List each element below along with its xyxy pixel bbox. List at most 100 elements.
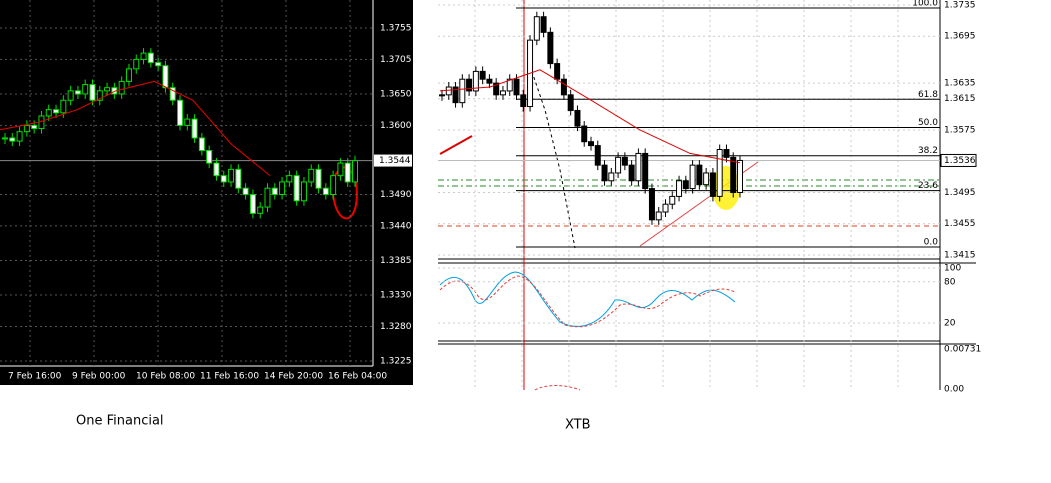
candle-body (581, 125, 588, 143)
price-tick-label: 1.3385 (380, 256, 412, 266)
price-tick-label: 1.3600 (380, 121, 412, 131)
candle-body (472, 70, 479, 92)
candle-body (669, 195, 676, 205)
candle-body (31, 124, 38, 130)
candle-body (655, 211, 662, 221)
candle-body (198, 137, 205, 152)
time-label: 7 Feb 16:00 (8, 372, 62, 382)
candle-body (177, 99, 183, 126)
price-tick-label: 1.3330 (380, 291, 412, 301)
fib-label: 50.0 (918, 118, 938, 128)
time-label: 14 Feb 20:00 (264, 372, 323, 382)
candle-body (60, 99, 67, 114)
candle-body (162, 65, 169, 89)
candle-body (499, 90, 506, 96)
oscillator-tick-label: 20 (944, 319, 956, 329)
candle-body (228, 168, 235, 183)
candle-body (293, 175, 300, 202)
candle-body (682, 180, 689, 190)
candle-body (737, 159, 743, 193)
moving-average (439, 69, 741, 164)
candle-body (104, 87, 111, 92)
candle-body (709, 172, 716, 197)
candle-body (574, 109, 581, 127)
caption: One Financial (76, 414, 164, 429)
candle-body (696, 164, 703, 186)
candle-body (493, 82, 500, 96)
left-chart-bg (0, 0, 413, 385)
candle-body (716, 149, 723, 197)
right-chart-bg (438, 0, 976, 390)
candle-body (520, 94, 527, 108)
candle-body (213, 162, 220, 177)
candle-body (96, 90, 103, 101)
candle-body (191, 118, 198, 139)
candle-body (540, 16, 547, 33)
candle-body (133, 58, 140, 70)
current-price-box (940, 153, 977, 167)
candle-body (703, 172, 710, 186)
price-tick-label: 1.3495 (944, 188, 976, 198)
candle-body (676, 180, 683, 197)
candle-body (242, 187, 249, 195)
candle-body (330, 175, 337, 195)
candle-body (445, 86, 452, 96)
candle-body (344, 162, 351, 183)
candle-body (82, 84, 89, 95)
candle-body (459, 78, 466, 104)
candle-body (286, 175, 293, 183)
candle-body (2, 137, 8, 140)
candle-body (264, 187, 271, 208)
candle-body (308, 168, 315, 183)
candle-body (439, 94, 445, 97)
candle-body (155, 62, 162, 67)
fib-label: 38.2 (918, 146, 938, 156)
candle-body (506, 78, 513, 92)
moving-average (0, 80, 271, 177)
trend-line (439, 135, 473, 155)
price-tick-label: 1.3650 (380, 89, 412, 99)
candle-body (271, 187, 278, 195)
time-label: 16 Feb 04:00 (328, 372, 387, 382)
candle-body (45, 109, 52, 117)
candle-body (648, 188, 655, 221)
candle-body (125, 68, 132, 82)
candle-body (513, 78, 520, 96)
price-tick-label: 1.3635 (944, 79, 976, 89)
candle-body (249, 193, 256, 214)
price-tick-label: 1.3575 (944, 125, 976, 135)
candle-body (89, 84, 96, 101)
candle-body (452, 86, 459, 104)
candle-body (206, 150, 213, 164)
candle-body (337, 162, 344, 177)
candle-body (533, 16, 540, 41)
oscillator-tick-label: 100 (944, 264, 961, 274)
candle-body (567, 94, 574, 111)
time-label: 9 Feb 00:00 (72, 372, 126, 382)
macd-line (534, 385, 581, 391)
candle-body (118, 80, 125, 95)
candle-body (67, 90, 74, 101)
candle-body (147, 52, 154, 64)
candle-body (554, 63, 561, 80)
candle-body (322, 187, 329, 195)
candle-body (730, 156, 737, 193)
candle-body (74, 90, 81, 95)
candle-body (53, 109, 60, 114)
candle-body (662, 203, 669, 213)
candle-body (352, 160, 358, 183)
price-tick-label: 1.3280 (380, 322, 412, 332)
fib-label: 100.0 (912, 0, 938, 9)
stochastic-main (439, 271, 736, 327)
candle-body (315, 168, 322, 189)
oscillator-tick-label: 80 (944, 277, 956, 287)
candle-body (279, 181, 286, 195)
candle-body (547, 31, 554, 65)
time-label: 11 Feb 16:00 (200, 372, 259, 382)
price-tick-label: 1.3415 (944, 250, 976, 260)
time-label: 10 Feb 08:00 (136, 372, 195, 382)
candle-body (689, 164, 696, 190)
candle-body (608, 172, 615, 182)
